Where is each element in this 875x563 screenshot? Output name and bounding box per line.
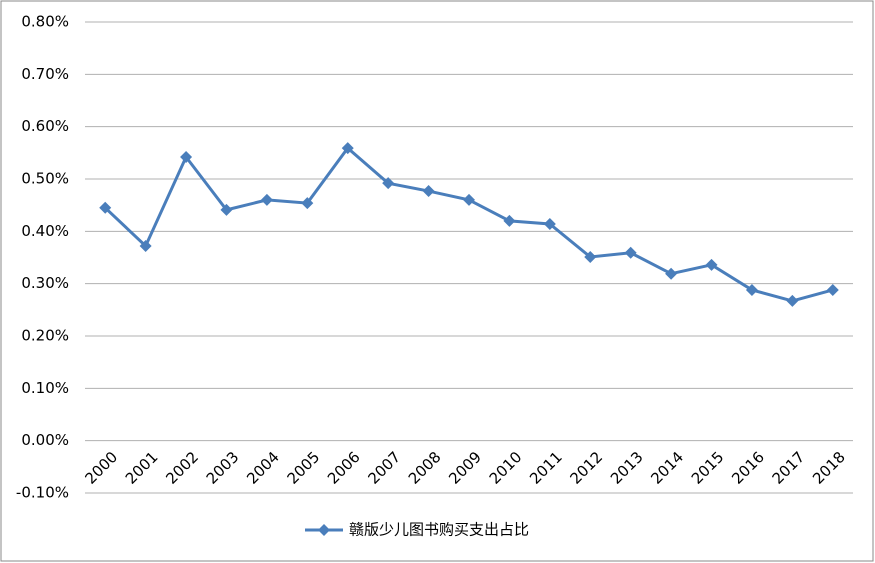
point-marker: [745, 283, 758, 296]
point-marker: [180, 151, 193, 164]
point-marker: [99, 201, 112, 214]
point-marker: [422, 185, 435, 198]
point-marker: [382, 177, 395, 190]
legend-item: 赣版少儿图书购买支出占比: [305, 521, 529, 539]
y-tick-label: 0.40%: [21, 222, 69, 240]
y-tick-label: 0.30%: [21, 274, 69, 292]
y-tick-label: 0.70%: [21, 65, 69, 83]
y-tick-label: 0.50%: [21, 170, 69, 188]
point-marker: [826, 283, 839, 296]
y-tick-label: 0.80%: [21, 13, 69, 31]
point-marker: [463, 193, 475, 206]
point-marker: [139, 239, 152, 252]
legend-marker: [318, 524, 330, 536]
point-marker: [543, 218, 556, 231]
point-marker: [301, 197, 314, 210]
y-tick-label: -0.10%: [16, 484, 69, 502]
point-marker: [705, 258, 718, 271]
point-marker: [624, 246, 637, 259]
point-marker: [786, 294, 799, 307]
point-marker: [341, 142, 354, 155]
y-tick-label: 0.00%: [21, 431, 69, 449]
point-marker: [584, 250, 597, 263]
point-marker: [220, 203, 233, 216]
y-tick-label: 0.20%: [21, 327, 69, 345]
legend-label: 赣版少儿图书购买支出占比: [349, 521, 529, 539]
point-marker: [665, 267, 678, 280]
point-marker: [260, 193, 273, 206]
y-tick-label: 0.60%: [21, 117, 69, 135]
y-tick-label: 0.10%: [21, 379, 69, 397]
point-marker: [503, 214, 516, 227]
